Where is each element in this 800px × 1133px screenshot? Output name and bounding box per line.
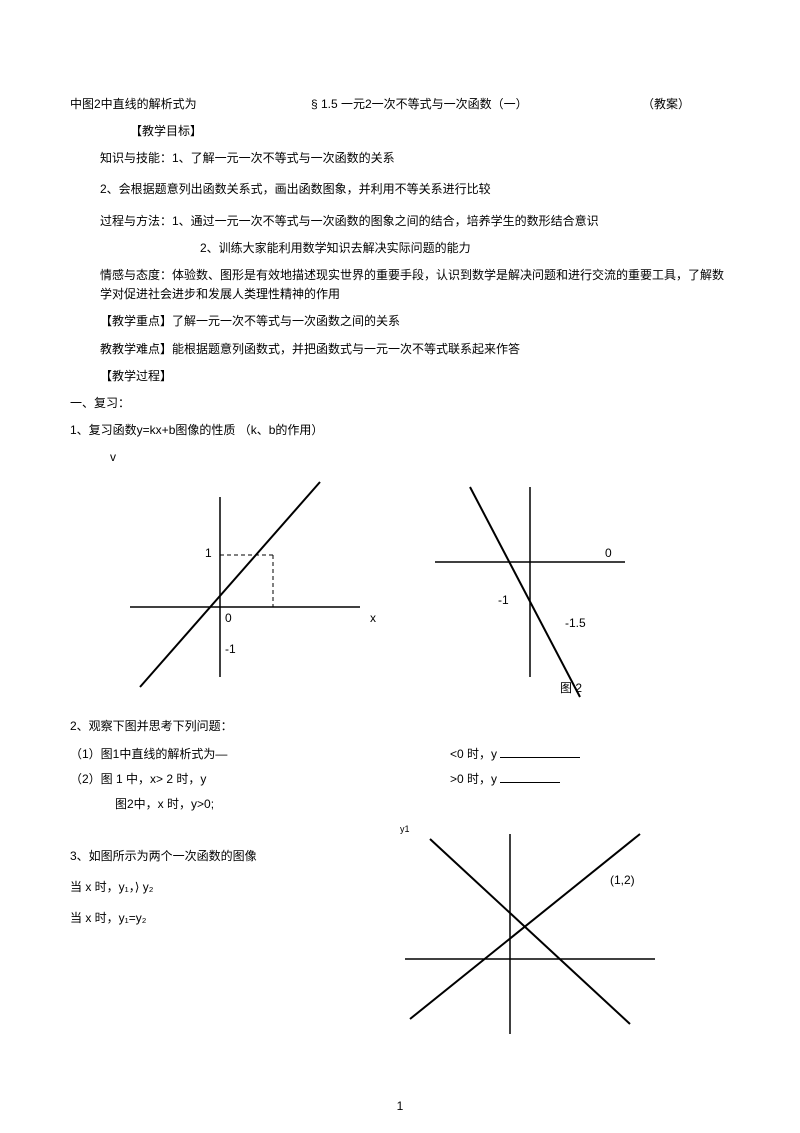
objectives-knowledge2: 2、会根据题意列出函数关系式，画出函数图象，并利用不等关系进行比较 bbox=[70, 180, 730, 199]
chart1-tickm1: -1 bbox=[225, 642, 236, 656]
chart1-xlabel: x bbox=[370, 611, 376, 625]
objectives-difficult: 教教学难点】能根据题意列函数式，并把函数式与一元一次不等式联系起来作答 bbox=[70, 340, 730, 359]
review-title: 一、复习： bbox=[70, 394, 730, 413]
chart3-point: (1,2) bbox=[610, 873, 635, 887]
q2-2-left: （2）图 1 中，x> 2 时，y bbox=[70, 770, 330, 787]
chart2-zero: 0 bbox=[605, 546, 612, 560]
chart1-tick1: 1 bbox=[205, 546, 212, 560]
q3-b: 当 x 时，y₁=y₂ bbox=[70, 909, 340, 928]
header-right: （教案） bbox=[642, 95, 730, 112]
v-label: v bbox=[70, 448, 730, 467]
process-title: 【教学过程】 bbox=[70, 367, 730, 386]
q3-title: 3、如图所示为两个一次函数的图像 bbox=[70, 847, 340, 866]
chart1-zero: 0 bbox=[225, 611, 232, 625]
q2-1-left: （1）图1中直线的解析式为— bbox=[70, 745, 330, 762]
review-item1: 1、复习函数y=kx+b图像的性质 （k、b的作用） bbox=[70, 421, 730, 440]
chart3: (1,2) bbox=[400, 829, 660, 1039]
q2-1-right: <0 时，y bbox=[450, 745, 580, 762]
header-center: § 1.5 一元2一次不等式与一次函数（一） bbox=[197, 95, 642, 112]
chart2-m15: -1.5 bbox=[565, 616, 586, 630]
y1-label: y1 bbox=[400, 824, 410, 834]
q2-title: 2、观察下图并思考下列问题： bbox=[70, 717, 730, 736]
objectives-title: 【教学目标】 bbox=[70, 122, 730, 141]
page-number: 1 bbox=[0, 1099, 800, 1113]
q3-a: 当 x 时，y₁，⟩ y₂ bbox=[70, 878, 340, 897]
objectives-process: 过程与方法：1、通过一元一次不等式与一次函数的图象之间的结合，培养学生的数形结合… bbox=[70, 212, 730, 231]
q2-3: 图2中，x 时，y>0; bbox=[70, 795, 730, 814]
objectives-process2: 2、训练大家能利用数学知识去解决实际问题的能力 bbox=[70, 239, 730, 258]
chart2: 0 -1 -1.5 图 2 bbox=[430, 477, 630, 707]
objectives-knowledge: 知识与技能：1、了解一元一次不等式与一次函数的关系 bbox=[70, 149, 730, 168]
chart2-caption: 图 2 bbox=[560, 681, 582, 695]
objectives-key: 【教学重点】了解一元一次不等式与一次函数之间的关系 bbox=[70, 312, 730, 331]
header-left: 中图2中直线的解析式为 bbox=[70, 95, 197, 112]
chart1: 1 0 x -1 bbox=[110, 477, 390, 697]
q2-2-right: >0 时，y bbox=[450, 770, 560, 787]
objectives-attitude: 情感与态度：体验数、图形是有效地描述现实世界的重要手段，认识到数学是解决问题和进… bbox=[70, 266, 730, 304]
chart2-m1: -1 bbox=[498, 593, 509, 607]
